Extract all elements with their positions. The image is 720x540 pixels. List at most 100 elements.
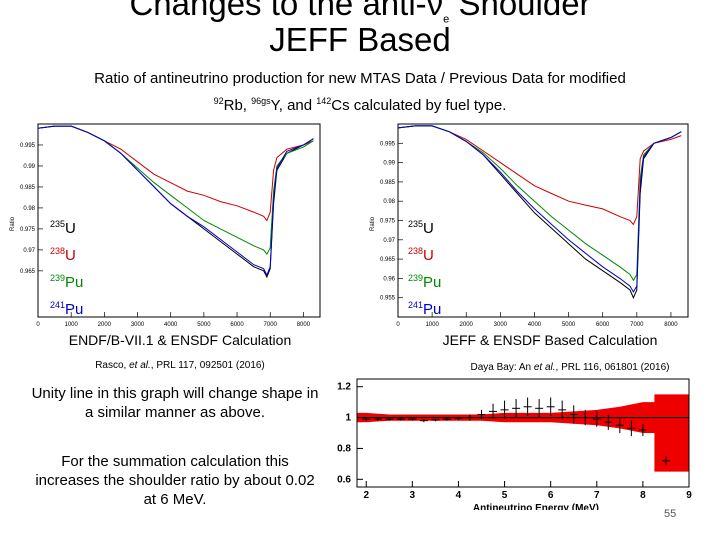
note-unity-line: Unity line in this graph will change sha…	[31, 385, 319, 421]
legend-mass: 239	[50, 273, 66, 283]
legend-entry-239Pu: 239Pu	[50, 267, 83, 294]
x-tick-label: 0	[396, 322, 400, 328]
cs-mass: 142	[316, 96, 332, 106]
y-tick-label: 0.965	[380, 257, 396, 263]
series-line-238U	[397, 125, 682, 226]
legend-mass: 238	[50, 246, 66, 256]
legend-mass: 241	[408, 300, 424, 310]
right-ref-etal: et al.	[533, 362, 556, 373]
y-tick-label: 0.955	[380, 296, 396, 302]
legend-element: Pu	[65, 301, 84, 318]
y-tick-label: 0.975	[20, 227, 36, 233]
right-ratio-chart: 0 1000 2000 3000 4000 5000 6000 7000 8000 0.955 0.…	[370, 123, 689, 328]
x-tick-label: 5	[502, 490, 508, 501]
x-tick-label: 5000	[197, 322, 211, 328]
y-tick-label: 0.975	[380, 219, 396, 225]
legend-entry-238U: 238U	[408, 240, 441, 267]
subtitle-line1: Ratio of antineutrino production for new…	[94, 70, 626, 87]
x-tick-label: 8000	[297, 322, 311, 328]
y-tick-label: 0.98	[383, 199, 395, 205]
cs-text: Cs calculated by fuel type.	[331, 97, 507, 114]
legend-entry-241Pu: 241Pu	[50, 294, 83, 321]
legend-entry-241Pu: 241Pu	[408, 294, 441, 321]
title-text-part1: Changes to the anti-ν	[129, 0, 444, 22]
legend-element: Pu	[423, 301, 442, 318]
left-isotope-legend: 235U 238U 239Pu 241Pu	[50, 213, 83, 321]
title-text-part2: Shoulder	[449, 0, 591, 22]
y-mass: 96gs	[251, 96, 271, 106]
y-text: Y, and	[270, 97, 317, 114]
note-summation: For the summation calculation this incre…	[35, 453, 315, 508]
x-tick-label: 2	[363, 490, 369, 501]
subtitle-line2: 92Rb, 96gsY, and 142Cs calculated by fue…	[0, 90, 720, 117]
y-tick-label: 0.995	[20, 143, 36, 149]
x-axis-label: Antineutrino Energy (MeV)	[473, 503, 599, 510]
left-ref-pre: Rasco,	[95, 360, 130, 371]
legend-entry-235U: 235U	[50, 213, 83, 240]
left-chart-caption: ENDF/B-VII.1 & ENSDF Calculation	[68, 332, 292, 348]
series-line-241Pu	[397, 125, 682, 293]
x-tick-label: 7	[594, 490, 600, 501]
y-tick-label: 0.97	[23, 248, 35, 254]
y-tick-label: 1	[345, 413, 351, 424]
right-ref-post: , PRL 116, 061801 (2016)	[555, 362, 670, 373]
x-tick-label: 3000	[131, 322, 145, 328]
x-tick-label: 2000	[460, 322, 474, 328]
legend-element: U	[423, 220, 434, 237]
left-ratio-chart: 0 1000 2000 3000 4000 5000 6000 7000 8000 0.965 0.…	[10, 123, 321, 328]
y-tick-label: 1.2	[337, 382, 351, 393]
legend-element: U	[423, 247, 434, 264]
x-tick-label: 5000	[562, 322, 576, 328]
left-ref-etal: et al.	[129, 360, 151, 371]
right-chart-reference: Daya Bay: An et al., PRL 116, 061801 (20…	[420, 362, 720, 373]
y-tick-label: 0.8	[337, 443, 351, 454]
slide-title-line1: Changes to the anti-νe Shoulder	[0, 0, 720, 38]
legend-element: Pu	[423, 274, 442, 291]
left-chart-reference: Rasco, et al., PRL 117, 092501 (2016)	[30, 360, 330, 371]
x-tick-label: 3	[410, 490, 416, 501]
x-tick-label: 0	[36, 322, 40, 328]
legend-mass: 235	[50, 219, 66, 229]
x-tick-label: 4000	[164, 322, 178, 328]
x-tick-label: 6000	[230, 322, 244, 328]
title-subscript: e	[443, 13, 450, 26]
y-tick-label: 0.99	[23, 164, 35, 170]
x-tick-label: 3000	[494, 322, 508, 328]
y-tick-label: 0.6	[337, 474, 351, 485]
daya-bay-ratio-chart: 2 3 4 5 6 7 8 9 0.6 0.8 1 1.2 Antineutrino Energy (M…	[337, 378, 692, 510]
x-tick-label: 2000	[98, 322, 112, 328]
rb-mass: 92	[213, 96, 224, 106]
y-tick-label: 0.985	[20, 185, 36, 191]
legend-entry-239Pu: 239Pu	[408, 267, 441, 294]
right-chart-caption: JEFF & ENSDF Based Calculation	[442, 332, 658, 348]
x-tick-label: 8000	[664, 322, 678, 328]
y-tick-label: 0.99	[383, 161, 395, 167]
y-axis-label: Ratio	[10, 216, 16, 231]
right-ref-pre: Daya Bay: An	[470, 362, 534, 373]
y-tick-label: 0.98	[23, 206, 35, 212]
legend-mass: 241	[50, 300, 66, 310]
x-tick-label: 1000	[425, 322, 439, 328]
y-tick-label: 0.965	[20, 269, 36, 275]
x-tick-label: 9	[686, 490, 692, 501]
page-number: 55	[664, 508, 677, 520]
x-tick-label: 4	[456, 490, 462, 501]
x-tick-label: 8	[640, 490, 646, 501]
plot-frame	[356, 378, 690, 488]
legend-mass: 239	[408, 273, 424, 283]
legend-mass: 238	[408, 246, 424, 256]
y-tick-label: 0.995	[380, 141, 396, 147]
legend-element: Pu	[65, 274, 84, 291]
y-axis-label: Ratio	[370, 216, 376, 231]
series-line-241Pu	[37, 125, 314, 277]
slide-title-line2: JEFF Based	[269, 21, 451, 58]
right-isotope-legend: 235U 238U 239Pu 241Pu	[408, 213, 441, 321]
x-tick-label: 7000	[264, 322, 278, 328]
x-tick-label: 6000	[596, 322, 610, 328]
y-tick-label: 0.96	[383, 276, 395, 282]
legend-mass: 235	[408, 219, 424, 229]
x-tick-label: 6	[548, 490, 554, 501]
legend-element: U	[65, 247, 76, 264]
x-tick-label: 1000	[64, 322, 78, 328]
x-tick-label: 7000	[630, 322, 644, 328]
